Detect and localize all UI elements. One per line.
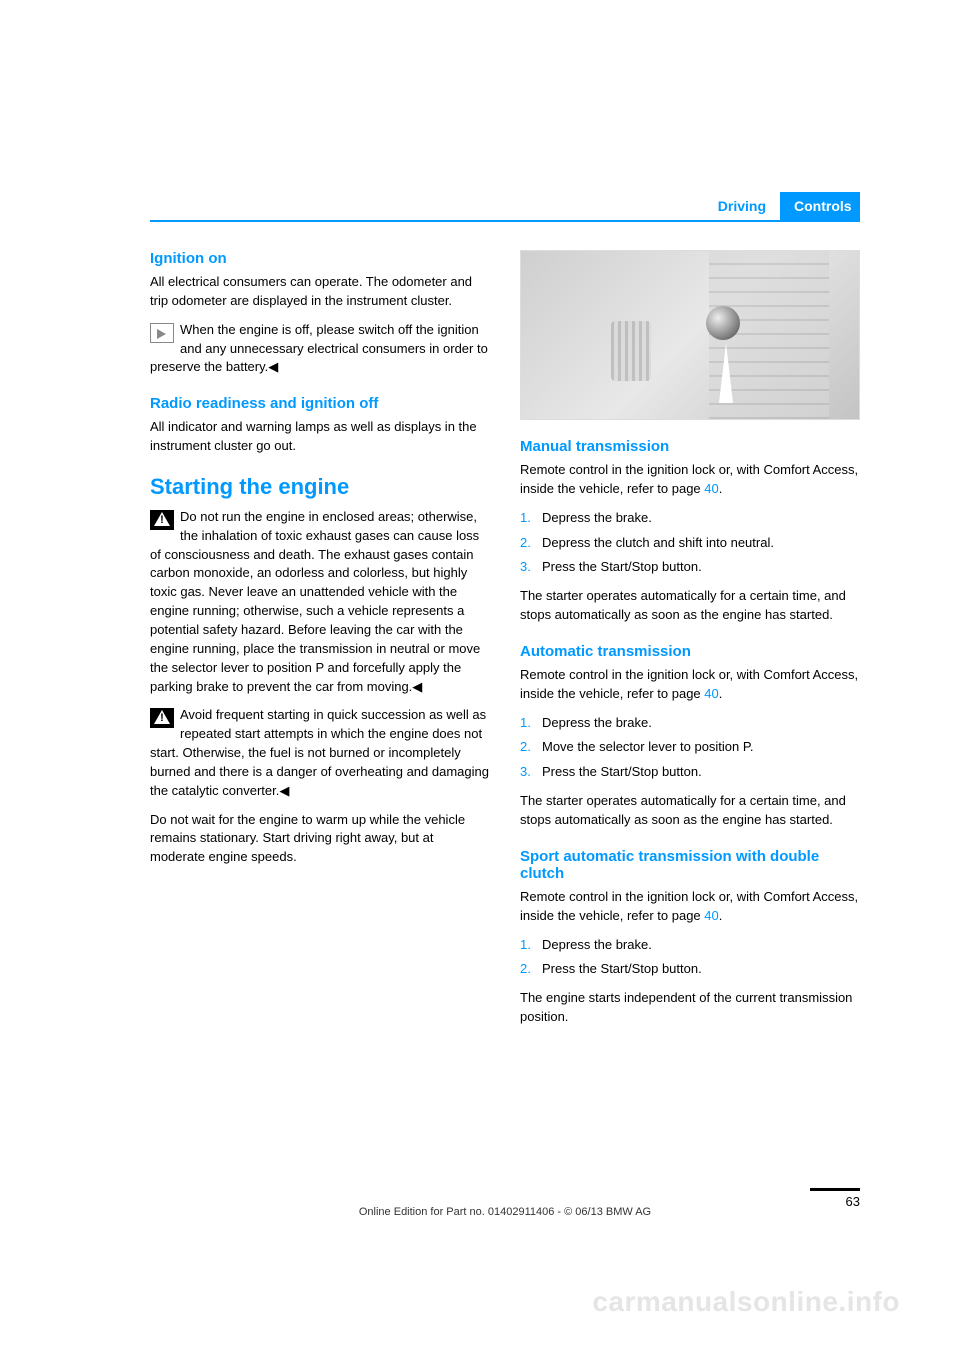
step-text: Press the Start/Stop button.	[542, 764, 702, 779]
auto-block: Automatic transmission Remote control in…	[520, 643, 860, 830]
step-num: 2.	[520, 738, 531, 757]
step-num: 1.	[520, 936, 531, 955]
page: Driving Controls Ignition on All electri…	[0, 0, 960, 1358]
list-item: 3. Press the Start/Stop button.	[520, 763, 860, 782]
manual-steps: 1. Depress the brake. 2. Depress the clutc…	[520, 509, 860, 578]
sport-intro-a: Remote control in the ignition lock or, …	[520, 889, 858, 923]
page-ref[interactable]: 40	[704, 481, 718, 496]
step-num: 1.	[520, 714, 531, 733]
header-chapter: Controls	[780, 192, 860, 220]
list-item: 2. Press the Start/Stop button.	[520, 960, 860, 979]
ignition-on-title: Ignition on	[150, 250, 490, 267]
ignition-on-block: Ignition on All electrical consumers can…	[150, 250, 490, 377]
step-text: Depress the brake.	[542, 510, 652, 525]
starting-warn1: Do not run the engine in enclosed areas;…	[150, 508, 490, 696]
starting-p3: Do not wait for the engine to warm up wh…	[150, 811, 490, 868]
ignition-on-text: All electrical consumers can operate. Th…	[150, 273, 490, 311]
sport-intro: Remote control in the ignition lock or, …	[520, 888, 860, 926]
list-item: 2. Depress the clutch and shift into neut…	[520, 534, 860, 553]
auto-intro-a: Remote control in the ignition lock or, …	[520, 667, 858, 701]
auto-steps: 1. Depress the brake. 2. Move the selector…	[520, 714, 860, 783]
left-column: Ignition on All electrical consumers can…	[150, 250, 490, 1045]
list-item: 1. Depress the brake.	[520, 936, 860, 955]
manual-block: Manual transmission Remote control in th…	[520, 438, 860, 625]
footer-line: Online Edition for Part no. 01402911406 …	[150, 1206, 860, 1218]
page-ref[interactable]: 40	[704, 686, 718, 701]
dashboard-image	[520, 250, 860, 420]
radio-off-title: Radio readiness and ignition off	[150, 395, 490, 412]
pointer-arrow	[719, 343, 733, 403]
radio-off-text: All indicator and warning lamps as well …	[150, 418, 490, 456]
sport-title: Sport automatic transmission with double…	[520, 848, 860, 882]
manual-intro: Remote control in the ignition lock or, …	[520, 461, 860, 499]
header-section: Driving	[704, 192, 780, 220]
step-text: Press the Start/Stop button.	[542, 559, 702, 574]
starting-warn2: Avoid frequent starting in quick success…	[150, 706, 490, 800]
manual-intro-a: Remote control in the ignition lock or, …	[520, 462, 858, 496]
watermark: carmanualsonline.info	[592, 1286, 900, 1318]
step-text: Depress the clutch and shift into neutra…	[542, 535, 774, 550]
list-item: 1. Depress the brake.	[520, 509, 860, 528]
sport-intro-b: .	[719, 908, 723, 923]
starting-warn1-text: Do not run the engine in enclosed areas;…	[150, 509, 480, 694]
step-num: 2.	[520, 960, 531, 979]
manual-after: The starter operates automatically for a…	[520, 587, 860, 625]
dash-vents	[611, 321, 651, 381]
list-item: 3. Press the Start/Stop button.	[520, 558, 860, 577]
auto-intro: Remote control in the ignition lock or, …	[520, 666, 860, 704]
auto-intro-b: .	[719, 686, 723, 701]
step-num: 1.	[520, 509, 531, 528]
header-rule	[150, 220, 860, 222]
page-number: 63	[846, 1194, 860, 1209]
manual-intro-b: .	[719, 481, 723, 496]
auto-after: The starter operates automatically for a…	[520, 792, 860, 830]
sport-steps: 1. Depress the brake. 2. Press the Start/S…	[520, 936, 860, 980]
ignition-on-note: When the engine is off, please switch of…	[150, 321, 490, 378]
content-columns: Ignition on All electrical consumers can…	[150, 250, 860, 1045]
sport-block: Sport automatic transmission with double…	[520, 848, 860, 1027]
list-item: 2. Move the selector lever to position P.	[520, 738, 860, 757]
ignition-knob	[706, 306, 740, 340]
header-bar: Driving Controls	[150, 192, 860, 220]
sport-after: The engine starts independent of the cur…	[520, 989, 860, 1027]
note-icon	[150, 323, 174, 343]
step-text: Depress the brake.	[542, 937, 652, 952]
step-num: 2.	[520, 534, 531, 553]
warning-icon	[150, 510, 174, 530]
step-num: 3.	[520, 763, 531, 782]
page-ref[interactable]: 40	[704, 908, 718, 923]
step-text: Depress the brake.	[542, 715, 652, 730]
ignition-on-note-text: When the engine is off, please switch of…	[150, 322, 488, 375]
footer-rule	[810, 1188, 860, 1191]
right-column: Manual transmission Remote control in th…	[520, 250, 860, 1045]
manual-title: Manual transmission	[520, 438, 860, 455]
warning-icon	[150, 708, 174, 728]
starting-engine-block: Starting the engine Do not run the engin…	[150, 474, 490, 867]
list-item: 1. Depress the brake.	[520, 714, 860, 733]
step-text: Press the Start/Stop button.	[542, 961, 702, 976]
starting-title: Starting the engine	[150, 474, 490, 500]
starting-warn2-text: Avoid frequent starting in quick success…	[150, 707, 489, 797]
step-num: 3.	[520, 558, 531, 577]
auto-title: Automatic transmission	[520, 643, 860, 660]
footer: 63 Online Edition for Part no. 014029114…	[150, 1206, 860, 1218]
step-text: Move the selector lever to position P.	[542, 739, 754, 754]
radio-off-block: Radio readiness and ignition off All ind…	[150, 395, 490, 456]
